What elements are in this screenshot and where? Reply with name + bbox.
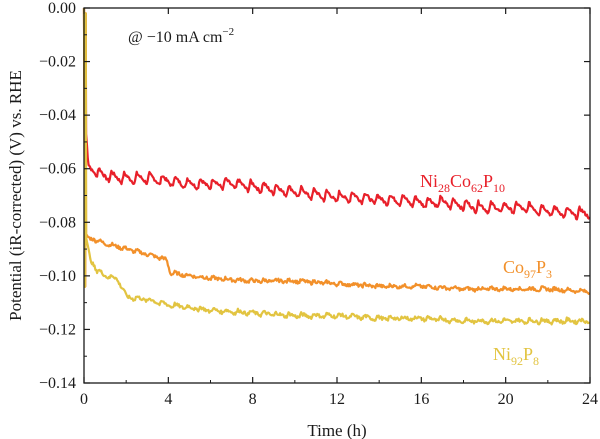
series-line xyxy=(82,7,591,295)
x-tick-label: 20 xyxy=(498,391,514,408)
series-label: Co97P3 xyxy=(503,257,552,281)
series-line xyxy=(82,7,591,326)
y-tick-label: −0.04 xyxy=(39,107,76,124)
series-label: Ni92P8 xyxy=(493,344,539,368)
series-label-part: Co xyxy=(503,257,524,277)
series-label-part: P xyxy=(483,171,493,191)
y-tick-label: −0.14 xyxy=(39,375,76,392)
series-label-part: 10 xyxy=(493,181,505,195)
y-tick-label: −0.08 xyxy=(39,214,76,231)
series-label-part: 3 xyxy=(546,267,552,281)
series-label-part: Co xyxy=(450,171,471,191)
x-tick-label: 8 xyxy=(249,391,257,408)
series-label-part: 8 xyxy=(533,354,539,368)
y-tick-label: −0.02 xyxy=(39,54,76,71)
series-label-part: P xyxy=(536,257,546,277)
x-tick-label: 16 xyxy=(413,391,429,408)
series-label-part: 62 xyxy=(471,181,483,195)
x-tick-label: 12 xyxy=(329,391,345,408)
x-tick-label: 4 xyxy=(164,391,172,408)
y-axis-title: Potential (iR-corrected) (V) vs. RHE xyxy=(6,70,25,321)
series-label-part: 92 xyxy=(511,354,523,368)
series-label-part: P xyxy=(523,344,533,364)
series-label-part: 97 xyxy=(524,267,536,281)
series-label-part: Ni xyxy=(493,344,511,364)
series-label: Ni28Co62P10 xyxy=(420,171,505,195)
x-axis-title: Time (h) xyxy=(307,421,366,439)
y-tick-label: 0.00 xyxy=(48,0,76,17)
x-tick-label: 24 xyxy=(582,391,598,408)
series-line xyxy=(82,7,591,288)
annotation-superscript: −2 xyxy=(222,26,234,38)
y-tick-label: −0.06 xyxy=(39,161,76,178)
series-label-part: 28 xyxy=(438,181,450,195)
series-label-part: Ni xyxy=(420,171,438,191)
x-tick-label: 0 xyxy=(80,391,88,408)
current-density-annotation: @ −10 mA cm−2 xyxy=(128,26,234,46)
plot-frame xyxy=(83,7,591,384)
y-tick-label: −0.12 xyxy=(39,321,76,338)
annotation-text: @ −10 mA cm xyxy=(128,29,223,46)
y-tick-label: −0.10 xyxy=(39,268,76,285)
